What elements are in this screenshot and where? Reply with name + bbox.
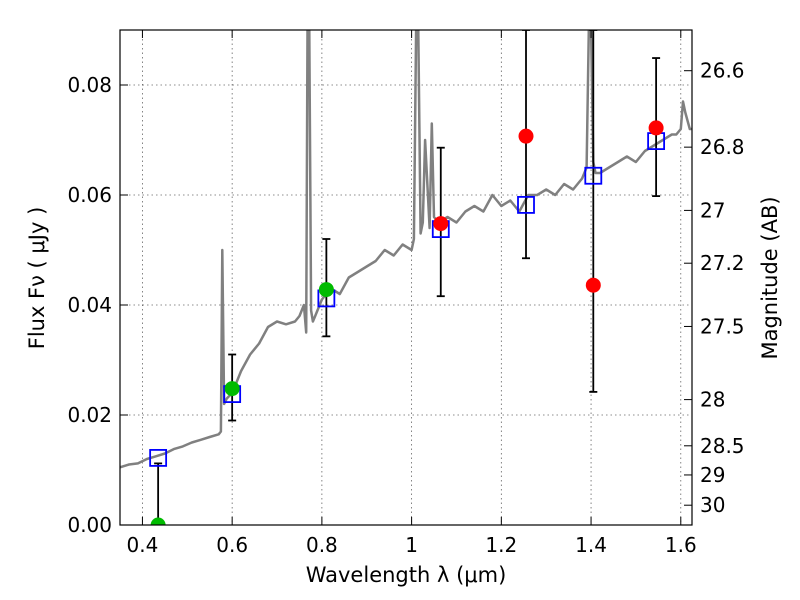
right-tick-label: 28.5 xyxy=(700,434,745,458)
right-tick-label: 27.5 xyxy=(700,314,745,338)
spectrum-line xyxy=(120,30,692,469)
model-point xyxy=(517,195,535,214)
data-layer xyxy=(120,30,692,525)
right-axis-ticks: 26.6 26.8 27 27.2 27.5 28 28.5 29 30 xyxy=(684,59,745,517)
red-observed-point xyxy=(518,128,534,144)
plot-frame xyxy=(119,29,693,526)
right-tick-label: 28 xyxy=(700,388,725,412)
x-axis-label: Wavelength λ (μm) xyxy=(306,563,507,587)
y-tick-label: 0.00 xyxy=(67,513,112,537)
right-tick-label: 27 xyxy=(700,198,725,222)
x-tick-label: 1.4 xyxy=(575,533,607,557)
x-tick-label: 0.6 xyxy=(216,533,248,557)
right-tick-label: 26.8 xyxy=(700,135,745,159)
right-tick-label: 26.6 xyxy=(700,59,745,83)
red-observed-point xyxy=(585,277,601,293)
x-tick-label: 1 xyxy=(405,533,418,557)
green-observed-point xyxy=(224,381,240,397)
grid-lines xyxy=(120,30,692,526)
y-tick-label: 0.04 xyxy=(67,293,112,317)
x-tick-label: 1.2 xyxy=(485,533,517,557)
y-tick-label: 0.08 xyxy=(67,73,112,97)
green-observed-point xyxy=(318,282,334,298)
right-axis-label: Magnitude (AB) xyxy=(758,196,782,359)
red-observed-point xyxy=(433,216,449,232)
right-tick-label: 29 xyxy=(700,463,725,487)
green-observed-point xyxy=(150,517,166,525)
right-tick-label: 27.2 xyxy=(700,251,745,275)
y-axis-label: Flux Fν ( μJy ) xyxy=(25,207,49,350)
right-tick-label: 30 xyxy=(700,493,725,517)
model-point xyxy=(584,166,603,185)
model-point xyxy=(149,448,168,467)
x-tick-label: 1.6 xyxy=(665,533,697,557)
x-tick-label: 0.8 xyxy=(306,533,338,557)
x-tick-label: 0.4 xyxy=(127,533,159,557)
y-tick-label: 0.02 xyxy=(67,403,112,427)
y-axis-ticks: 0.00 0.02 0.04 0.06 0.08 xyxy=(67,73,128,537)
y-tick-label: 0.06 xyxy=(67,183,112,207)
red-observed-point xyxy=(648,120,664,136)
x-axis-ticks: 0.4 0.6 0.8 1 1.2 1.4 1.6 xyxy=(127,30,697,557)
